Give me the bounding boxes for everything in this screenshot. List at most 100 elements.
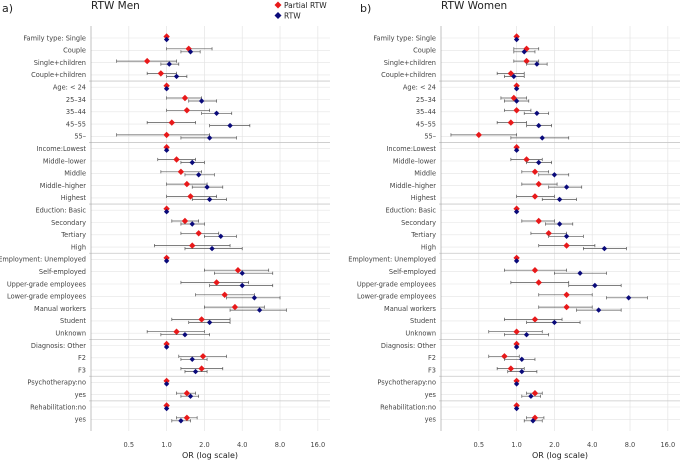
panel-b-rtw-point bbox=[563, 184, 570, 190]
panel-a-rtw-point bbox=[187, 393, 194, 399]
panel-a-rtw-point bbox=[239, 270, 245, 276]
panel-a-row-label: Middle bbox=[64, 170, 86, 178]
panel-b-rtw-point bbox=[551, 319, 558, 326]
panel-b-rtw-point bbox=[513, 381, 520, 387]
panel-b-row-label: F3 bbox=[428, 366, 436, 374]
panel-a-row-label: Tertiary bbox=[60, 231, 86, 239]
panel-a-rtw-point bbox=[204, 184, 210, 190]
panel-a-partial-point bbox=[163, 205, 170, 212]
panel-b-partial-point bbox=[513, 107, 520, 114]
panel-a-row-label: Psychotherapy:no bbox=[27, 379, 86, 387]
panel-a-row-label: Family type: Single bbox=[23, 34, 86, 42]
panel-a-partial-point bbox=[181, 94, 189, 102]
panel-a-rtw-point bbox=[189, 221, 195, 227]
panel-a-row-label: 55– bbox=[74, 133, 86, 141]
panel-b-row-label: Highest bbox=[411, 194, 437, 202]
panel-b-row-label: Student bbox=[410, 317, 436, 325]
panel-a-row-label: Self-employed bbox=[39, 268, 86, 276]
panel-b-partial-point bbox=[531, 168, 539, 175]
panel-b-rtw-point bbox=[577, 270, 583, 276]
panel-b-rtw-point bbox=[530, 418, 536, 424]
panel-b-row-label: Middle–higher bbox=[390, 182, 437, 190]
panel-b-rtw-point bbox=[513, 344, 520, 350]
panel-b-row-label: 25–34 bbox=[416, 96, 436, 104]
panel-b-row-label: Couple+children bbox=[381, 71, 436, 79]
panel-b-partial-point bbox=[545, 230, 552, 237]
panel-b-partial-point bbox=[531, 390, 539, 397]
panel-a-row-label: Diagnosis: Other bbox=[31, 342, 86, 350]
panel-a-row-label: Student bbox=[60, 317, 86, 325]
panel-b-rtw-point bbox=[513, 86, 520, 92]
legend-rtw-label: RTW bbox=[284, 12, 301, 21]
panel-b-row-label: Age: < 24 bbox=[403, 84, 436, 92]
panel-a-partial-point bbox=[183, 414, 191, 421]
panel-b-row-label: Unknown bbox=[405, 330, 436, 338]
panel-b-rtw-point bbox=[539, 135, 545, 141]
panel-b-row-label: Middle–lower bbox=[393, 157, 436, 165]
panel-a-row-label: Employment: Unemployed bbox=[0, 256, 86, 264]
panel-b-row-label: Self-employed bbox=[389, 268, 436, 276]
panel-a-row-label: F3 bbox=[78, 366, 86, 374]
panel-b-partial-point bbox=[507, 365, 515, 372]
panel-b-rtw-point bbox=[536, 159, 542, 166]
panel-a-x-tick-label: 8.0 bbox=[275, 441, 286, 449]
panel-a-partial-point bbox=[163, 144, 170, 151]
panel-a-partial-point bbox=[213, 279, 220, 286]
legend-rtw-marker bbox=[274, 12, 282, 19]
panel-a-rtw-point bbox=[163, 405, 170, 412]
panel-b-partial-point bbox=[535, 279, 542, 286]
panel-a-x-tick-label: 1.0 bbox=[161, 441, 172, 449]
panel-b-row-label: Single+children bbox=[384, 59, 436, 67]
panel-b-row-label: Upper-grade employees bbox=[357, 280, 437, 288]
panel-b-row-label: Psychotherapy:no bbox=[377, 379, 436, 387]
panel-b-partial-point bbox=[513, 340, 520, 348]
panel-a-xlabel: OR (log scale) bbox=[182, 451, 238, 460]
panel-b-row-label: Middle bbox=[414, 170, 436, 178]
panel-b-partial-point bbox=[535, 217, 542, 225]
panel-b-partial-point bbox=[513, 402, 520, 409]
panel-a: Family type: Single Couple Single+children… bbox=[0, 26, 330, 449]
panel-b-x-tick-label: 0.5 bbox=[474, 441, 485, 449]
panel-b-row-label: Income:Lowest bbox=[386, 145, 436, 153]
panel-b-letter: b) bbox=[360, 2, 371, 15]
panel-b-rtw-point bbox=[513, 147, 520, 153]
panel-a-rtw-point bbox=[213, 110, 220, 116]
panel-a-rtw-point bbox=[163, 147, 170, 153]
panel-b-partial-point bbox=[507, 119, 515, 126]
panel-b-partial-point bbox=[563, 303, 570, 311]
panel-a-partial-point bbox=[168, 119, 176, 126]
panel-a-row-label: Single+children bbox=[34, 59, 86, 67]
panel-b-rtw-point bbox=[563, 233, 570, 239]
panel-b-x-tick-label: 8.0 bbox=[625, 441, 636, 449]
panel-b-partial-point bbox=[475, 131, 483, 139]
panel-b-rtw-point bbox=[595, 307, 602, 313]
panel-b-row-label: Rehabilitation:no bbox=[380, 403, 436, 411]
panel-a-rtw-point bbox=[163, 344, 170, 350]
panel-a-partial-point bbox=[173, 328, 180, 335]
panel-a-partial-point bbox=[181, 217, 189, 225]
panel-a-rtw-point bbox=[163, 381, 170, 387]
panel-a-row-label: High bbox=[71, 243, 86, 251]
panel-a-partial-point bbox=[163, 340, 170, 348]
panel-b-rtw-point bbox=[534, 110, 540, 116]
panel-b-row-label: 35–44 bbox=[416, 108, 436, 116]
panel-b-partial-point bbox=[523, 156, 530, 163]
panel-a-rtw-point bbox=[178, 418, 184, 424]
panel-b-rtw-point bbox=[528, 393, 534, 399]
panel-b-x-tick-label: 1.0 bbox=[511, 441, 522, 449]
panel-a-partial-point bbox=[221, 291, 228, 298]
panel-a-rtw-point bbox=[218, 233, 224, 239]
panel-b-rtw-point bbox=[551, 172, 558, 178]
panel-b-x-tick-label: 4.0 bbox=[587, 441, 598, 449]
panel-b-rtw-point bbox=[625, 295, 632, 301]
panel-a-x-tick-label: 2.0 bbox=[199, 441, 210, 449]
panel-a-row-label: 35–44 bbox=[66, 108, 86, 116]
panel-a-partial-point bbox=[157, 70, 165, 77]
panel-a-row-label: Middle–lower bbox=[43, 157, 86, 165]
panel-b-partial-point bbox=[531, 414, 539, 421]
panel-a-partial-point bbox=[234, 267, 242, 274]
panel-a-partial-point bbox=[163, 402, 170, 409]
panel-b-rtw-point bbox=[556, 221, 563, 227]
panel-b-x-tick-label: 2.0 bbox=[549, 441, 560, 449]
